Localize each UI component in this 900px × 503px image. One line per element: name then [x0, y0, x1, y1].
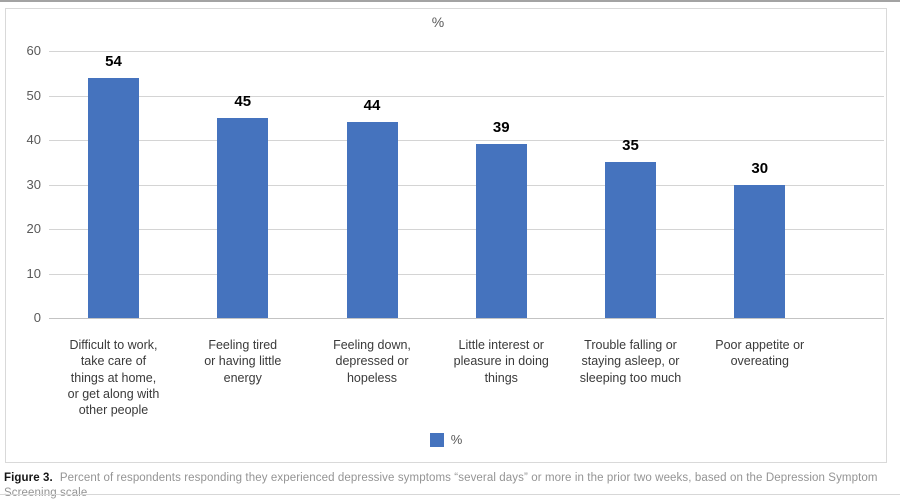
bar-chart: % 0 10 20 30 40 50 60 54 Difficult to work, take…: [5, 8, 887, 463]
bar: [346, 122, 398, 318]
y-axis-tick-label: 10: [26, 265, 41, 281]
gridline: [49, 184, 884, 186]
category-label: Feeling tired or having little energy: [204, 338, 282, 385]
category-label: Feeling down, depressed or hopeless: [333, 338, 411, 385]
bar-value-label: 35: [622, 137, 639, 155]
gridline: [49, 273, 884, 275]
bar: [475, 144, 527, 318]
category-label: Trouble falling or staying asleep, or sl…: [579, 338, 682, 385]
category-label: Little interest or pleasure in doing thi…: [453, 338, 549, 385]
figure-caption: Figure 3. Percent of respondents respondi…: [4, 471, 896, 501]
bar: [217, 117, 269, 318]
caption-text: Percent of respondents responding they e…: [4, 472, 878, 499]
bar-value-label: 39: [492, 119, 510, 137]
bar: [734, 184, 786, 318]
y-axis-tick-label: 0: [33, 310, 41, 325]
bottom-divider: [0, 494, 900, 495]
bar: [605, 162, 656, 318]
gridline: [49, 95, 884, 97]
top-divider: [0, 0, 900, 2]
caption-prefix: Figure 3.: [4, 472, 53, 484]
legend: %: [6, 432, 886, 447]
gridline: [49, 140, 884, 141]
gridline: [49, 318, 884, 319]
gridline: [49, 229, 884, 230]
y-axis-tick-label: 40: [26, 132, 41, 147]
bar-value-label: 44: [363, 97, 381, 115]
bar: [88, 77, 139, 318]
bar-value-label: 30: [751, 159, 769, 177]
category-label: Difficult to work, take care of things a…: [67, 338, 160, 417]
y-axis-tick-label: 50: [26, 87, 41, 103]
legend-swatch: [429, 432, 444, 447]
gridline: [49, 51, 884, 52]
chart-title: %: [431, 14, 445, 30]
y-axis-tick-label: 20: [26, 221, 41, 236]
y-axis-tick-label: 30: [26, 176, 41, 192]
category-label: Poor appetite or overeating: [715, 338, 805, 369]
y-axis-tick-label: 60: [26, 43, 41, 58]
bar-value-label: 54: [105, 52, 122, 70]
legend-label: %: [450, 432, 463, 447]
bar-value-label: 45: [234, 92, 252, 110]
